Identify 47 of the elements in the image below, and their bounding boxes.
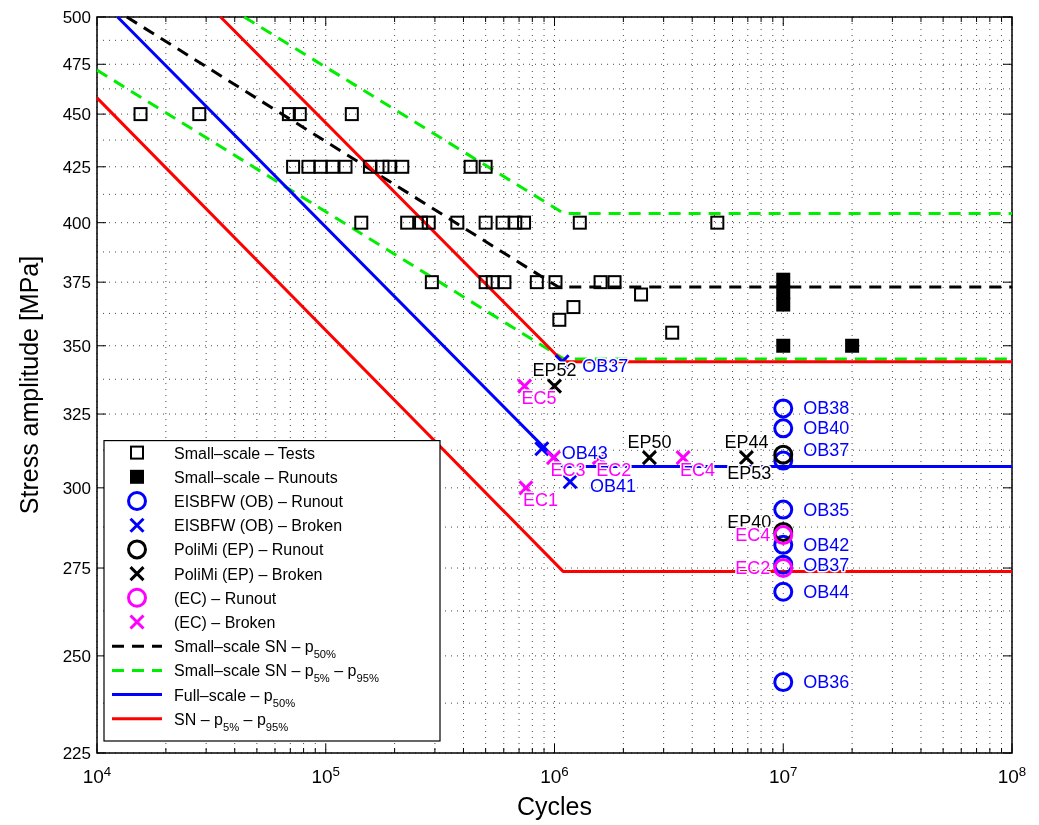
annotation: EC5 — [521, 388, 557, 409]
legend-label: Small–scale SN – p$_{50%}$ — [174, 638, 337, 661]
annotation: EP52 — [532, 360, 577, 381]
annotation: OB35 — [803, 499, 850, 520]
y-tick-label: 325 — [62, 405, 91, 425]
annotation: EP50 — [627, 431, 672, 452]
y-tick-label: 475 — [62, 55, 91, 75]
y-axis-title: Stress amplitude [MPa] — [15, 255, 43, 515]
x-axis-title: Cycles — [516, 792, 593, 820]
legend-label: Small–scale SN – p$_{5%}$ – p$_{95%}$ — [174, 662, 379, 685]
annotation: OB36 — [803, 672, 850, 693]
annotation: OB42 — [803, 534, 850, 555]
legend-label: SN – p$_{5%}$ – p$_{95%}$ — [174, 710, 289, 733]
legend-label: Small–scale – Tests — [174, 444, 316, 462]
x-tick-label: 10$^{5}$ — [311, 763, 341, 787]
y-tick-label: 500 — [62, 8, 91, 27]
legend-label: Small–scale – Runouts — [174, 468, 338, 486]
annotation: OB38 — [803, 398, 850, 419]
annotation: OB37 — [803, 439, 850, 460]
x-tick-label: 10$^{4}$ — [82, 763, 112, 787]
legend-label: EISBFW (OB) – Runout — [174, 493, 344, 510]
y-tick-label: 275 — [62, 559, 91, 579]
legend-label: (EC) – Runout — [174, 589, 277, 607]
annotation: OB43 — [561, 442, 608, 463]
legend-label: PoliMi (EP) – Broken — [174, 565, 323, 583]
annotation: OB41 — [590, 475, 637, 496]
annotation: EP53 — [727, 462, 772, 483]
y-tick-label: 250 — [62, 646, 91, 666]
legend-label: EISBFW (OB) – Broken — [174, 517, 343, 535]
annotation: OB40 — [803, 418, 850, 439]
y-tick-label: 300 — [62, 478, 91, 498]
y-tick-label: 400 — [62, 213, 91, 233]
legend-label: (EC) – Broken — [174, 614, 276, 631]
y-tick-label: 425 — [62, 157, 91, 177]
legend-label: Full–scale – p$_{50%}$ — [174, 686, 296, 709]
y-tick-label: 450 — [62, 105, 91, 125]
y-tick-label: 350 — [62, 336, 91, 356]
annotation: EC1 — [522, 489, 558, 510]
legend-label: PoliMi (EP) – Runout — [174, 541, 324, 559]
x-tick-label: 10$^{7}$ — [768, 763, 798, 787]
y-tick-label: 225 — [62, 744, 91, 763]
x-tick-label: 10$^{6}$ — [540, 763, 569, 787]
annotation: OB44 — [803, 581, 850, 602]
annotation: OB37 — [803, 554, 850, 575]
y-tick-label: 375 — [62, 273, 91, 293]
x-tick-label: 10$^{8}$ — [997, 763, 1027, 787]
annotation: EP44 — [724, 431, 769, 452]
